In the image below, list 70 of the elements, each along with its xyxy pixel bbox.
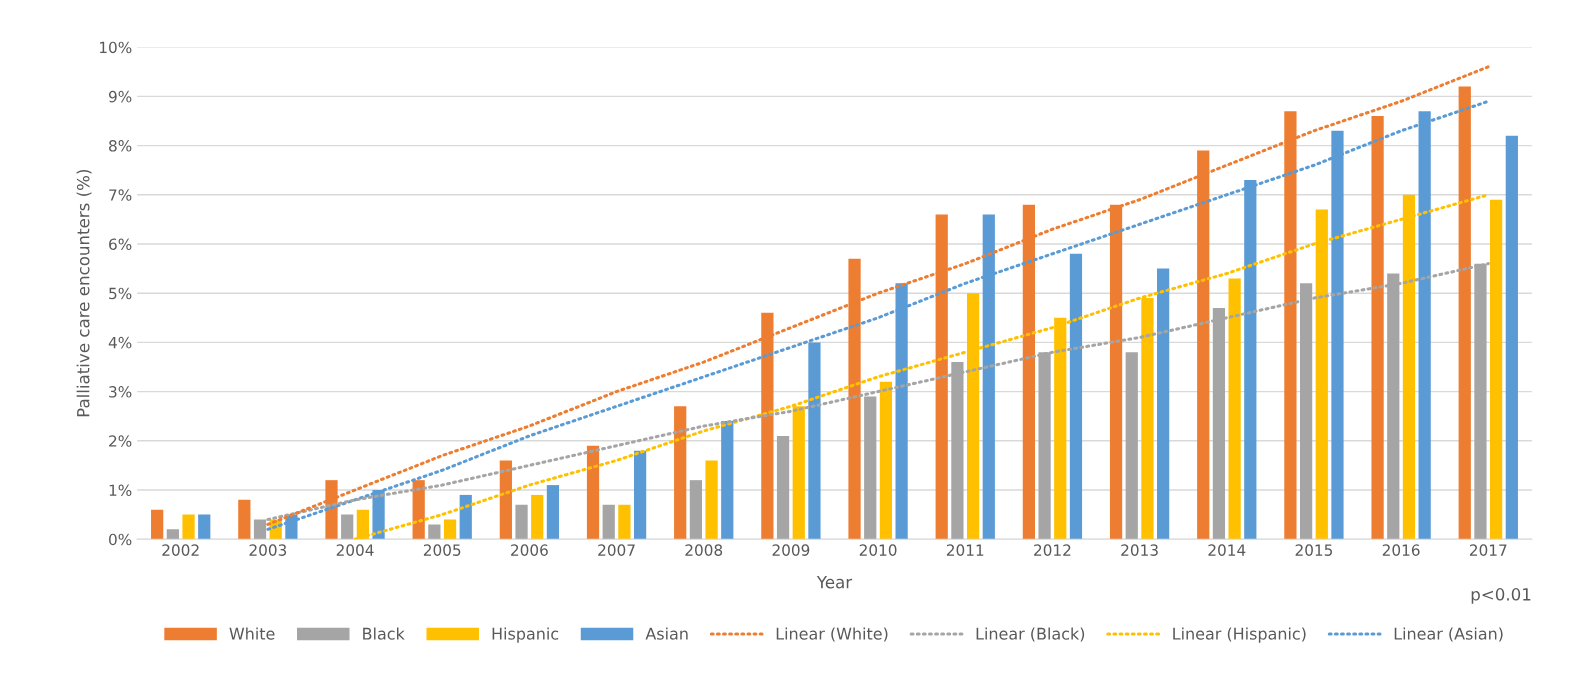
y-tick-label: 0%	[109, 533, 132, 546]
legend-label: Linear (White)	[776, 627, 888, 642]
y-tick-label: 10%	[99, 41, 132, 54]
bar	[674, 406, 687, 540]
x-tick-label: 2008	[685, 544, 723, 556]
bar	[428, 524, 441, 540]
x-tick-label: 2002	[162, 544, 199, 556]
x-tick-label: 2009	[772, 544, 810, 556]
bar	[689, 480, 703, 540]
bar	[341, 514, 354, 540]
bar	[602, 504, 615, 540]
legend-label: Linear (Asian)	[1394, 627, 1503, 642]
bar	[182, 514, 195, 540]
bar	[531, 494, 544, 540]
x-tick-label: 2013	[1121, 544, 1158, 556]
x-tick-label: 2017	[1469, 544, 1507, 556]
bar	[412, 480, 425, 540]
legend-label: Linear (Hispanic)	[1173, 627, 1306, 643]
bar	[1371, 116, 1384, 540]
y-tick-label: 8%	[109, 140, 132, 152]
x-tick-label: 2007	[598, 544, 635, 556]
x-tick-label: 2010	[859, 544, 897, 556]
bar	[1228, 278, 1241, 540]
bar	[1490, 199, 1503, 540]
bar	[705, 460, 718, 540]
y-tick-label: 6%	[109, 238, 132, 251]
bar	[515, 504, 528, 540]
legend-label: Asian	[645, 627, 688, 640]
text: p<0.01	[1471, 588, 1531, 604]
bar	[1505, 135, 1518, 540]
x-tick-label: 2011	[946, 544, 984, 556]
x-axis-title: Year	[816, 576, 853, 589]
x-tick-label: 2003	[249, 544, 287, 556]
bar	[776, 435, 790, 540]
y-tick-label: 1%	[109, 484, 132, 497]
bar	[1157, 268, 1170, 540]
x-tick-label: 2006	[511, 544, 548, 556]
y-tick-label: 2%	[109, 435, 132, 447]
y-axis-title: Palliative care encounters (%)	[76, 169, 92, 417]
legend-label: Linear (Black)	[976, 627, 1085, 642]
bar	[238, 499, 251, 540]
x-tick-label: 2015	[1295, 544, 1333, 556]
bar	[721, 421, 734, 540]
bar	[1069, 253, 1083, 540]
bar	[443, 519, 457, 540]
bar	[499, 460, 512, 540]
bar	[586, 445, 600, 540]
bar	[1458, 86, 1471, 540]
legend-label: Hispanic	[492, 627, 559, 643]
x-tick-label: 2005	[423, 544, 461, 556]
x-tick-label: 2016	[1382, 544, 1420, 556]
x-tick-label: 2004	[336, 544, 374, 556]
bar	[198, 514, 211, 540]
legend-label: White	[229, 627, 275, 640]
bar	[166, 529, 179, 540]
legend-label: Black	[363, 627, 405, 640]
y-tick-label: 4%	[108, 336, 132, 349]
x-tick-label: 2014	[1208, 544, 1246, 556]
bar	[879, 381, 893, 540]
bar	[151, 509, 164, 540]
bar	[459, 494, 472, 540]
x-tick-label: 2012	[1034, 544, 1071, 556]
y-tick-label: 7%	[109, 189, 132, 201]
y-tick-label: 3%	[109, 386, 132, 398]
bar	[1125, 352, 1138, 540]
y-tick-label: 9%	[108, 90, 132, 103]
y-tick-label: 5%	[109, 287, 132, 300]
bar	[618, 504, 631, 540]
bar	[546, 485, 560, 540]
bar	[633, 450, 647, 540]
